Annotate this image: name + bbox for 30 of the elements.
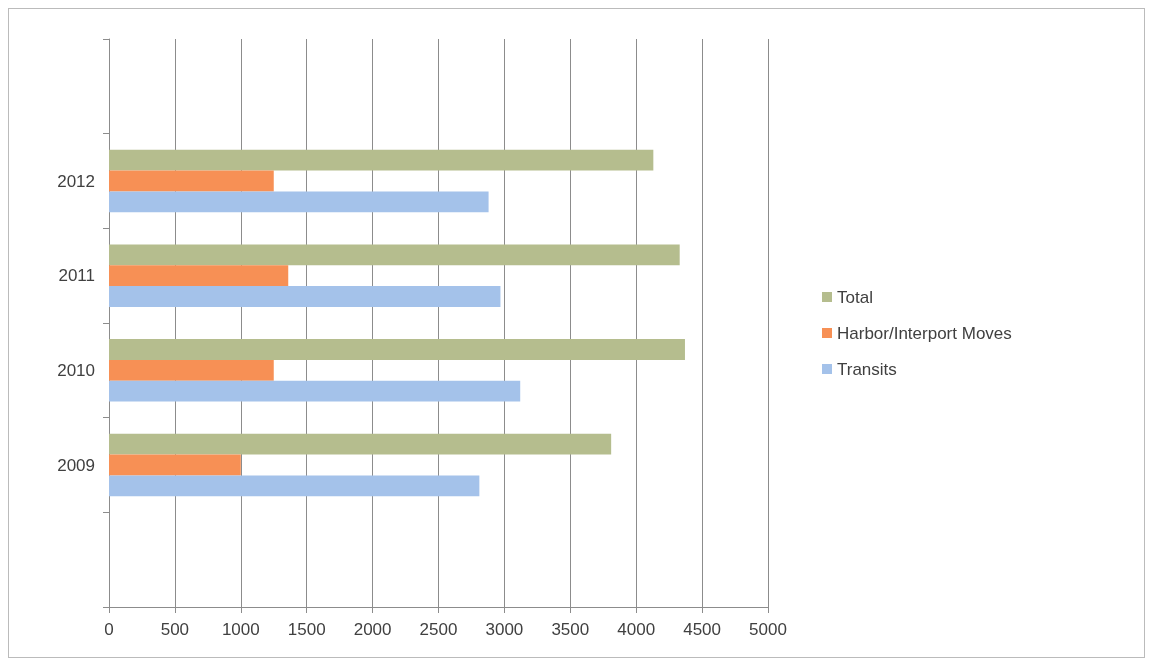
y-tick-label: 2012 — [57, 171, 95, 191]
bar — [109, 286, 501, 307]
x-tick-label: 2000 — [353, 620, 392, 639]
bar — [109, 380, 521, 402]
x-tick-label: 3500 — [551, 620, 590, 639]
bar — [109, 265, 289, 287]
x-tick-label: 5000 — [749, 620, 787, 639]
y-tick-label: 2011 — [58, 266, 95, 286]
y-tick-label: 2009 — [57, 455, 95, 475]
x-tick-label: 1000 — [221, 620, 260, 639]
bar — [109, 475, 480, 497]
legend-label: Total — [837, 287, 873, 307]
legend-label: Transits — [837, 359, 897, 379]
x-tick-label: 0 — [104, 620, 114, 639]
bar — [109, 191, 489, 213]
x-tick-label: 2500 — [419, 620, 458, 639]
bar — [109, 244, 680, 266]
legend-label: Harbor/Interport Moves — [837, 323, 1012, 343]
bar — [109, 433, 612, 455]
bar — [109, 149, 654, 171]
x-tick-label: 3000 — [485, 620, 524, 639]
y-tick-label: 2010 — [57, 360, 95, 380]
bar — [109, 359, 274, 381]
x-tick-label: 4000 — [617, 620, 656, 639]
x-tick-label: 1500 — [287, 620, 326, 639]
bar — [109, 170, 274, 192]
bar — [109, 339, 685, 360]
x-tick-label: 500 — [160, 620, 190, 639]
bar — [109, 454, 241, 476]
x-tick-label: 4500 — [683, 620, 722, 639]
